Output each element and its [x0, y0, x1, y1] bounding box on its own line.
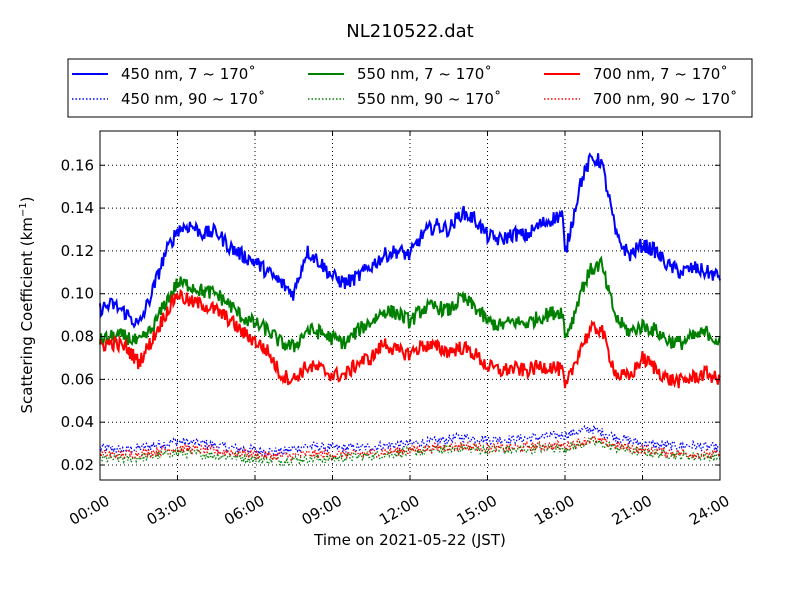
x-tick-label: 06:00: [221, 492, 267, 529]
legend-label: 700 nm, 90 ~ 170˚: [593, 90, 737, 108]
x-tick-label: 12:00: [376, 492, 422, 529]
series-line-5: [99, 288, 721, 389]
y-axis-label-main: Scattering Coefficient (km: [18, 217, 36, 413]
legend-label: 450 nm, 90 ~ 170˚: [121, 90, 265, 108]
legend-label: 550 nm, 90 ~ 170˚: [357, 90, 501, 108]
x-tick-label: 24:00: [686, 492, 732, 529]
y-axis-label: Scattering Coefficient (km−1): [18, 196, 36, 413]
legend-label: 700 nm, 7 ~ 170˚: [593, 65, 728, 83]
series-line-4: [99, 436, 721, 466]
x-tick-label: 18:00: [531, 492, 577, 529]
legend-box: [67, 58, 753, 118]
x-tick-labels: 00:00 03:00 06:00 09:00 12:00 15:00 18:00 21:00…: [66, 492, 732, 529]
x-tick-label: 00:00: [66, 492, 112, 529]
x-tick-label: 09:00: [299, 492, 345, 529]
x-tick-label: 21:00: [609, 492, 655, 529]
y-tick-label: 0.16: [61, 156, 94, 174]
y-tick-label: 0.14: [61, 199, 94, 217]
y-axis-label-sup: −1: [18, 202, 29, 217]
series-line-3: [99, 255, 721, 353]
x-tick-label: 15:00: [454, 492, 500, 529]
y-tick-label: 0.12: [61, 242, 94, 260]
series-line-6: [99, 434, 721, 462]
y-tick-label: 0.10: [61, 285, 94, 303]
y-tick-label: 0.04: [61, 413, 94, 431]
series-line-1: [99, 152, 721, 329]
y-tick-label: 0.08: [61, 328, 94, 346]
legend-label: 550 nm, 7 ~ 170˚: [357, 65, 492, 83]
y-tick-labels: 0.02 0.04 0.06 0.08 0.10 0.12 0.14 0.16: [61, 156, 94, 474]
series-layer: [99, 152, 721, 466]
legend: 450 nm, 7 ~ 170˚ 550 nm, 7 ~ 170˚ 700 nm, …: [67, 58, 753, 118]
y-tick-label: 0.06: [61, 370, 94, 388]
y-tick-label: 0.02: [61, 456, 94, 474]
x-tick-label: 03:00: [144, 492, 190, 529]
chart-title: NL210522.dat: [346, 21, 473, 42]
x-axis-label: Time on 2021-05-22 (JST): [313, 531, 506, 549]
grid: [100, 131, 720, 480]
ticks: [99, 131, 721, 480]
legend-label: 450 nm, 7 ~ 170˚: [121, 65, 256, 83]
y-axis-label-close: ): [18, 196, 36, 202]
